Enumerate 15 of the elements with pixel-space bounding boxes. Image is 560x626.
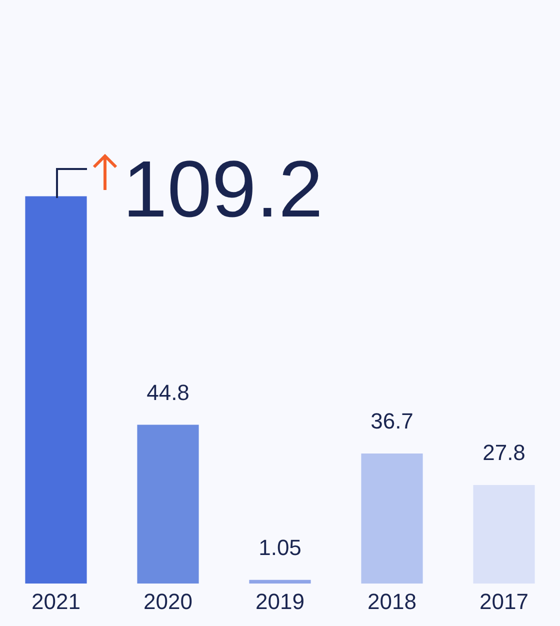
- x-tick-label: 2020: [144, 588, 192, 614]
- bar: [361, 453, 423, 584]
- x-tick-label: 2019: [256, 588, 304, 614]
- data-label: 36.7: [370, 408, 414, 434]
- data-label: 44.8: [146, 380, 190, 405]
- x-tick-label: 2021: [32, 588, 80, 614]
- data-label: 1.05: [258, 534, 302, 560]
- bar: [137, 424, 199, 584]
- data-label: 27.8: [482, 440, 526, 466]
- bar: [249, 580, 311, 584]
- data-label: 109.2: [122, 144, 324, 234]
- x-tick-label: 2018: [368, 588, 416, 614]
- bar: [473, 485, 535, 584]
- bar: [25, 196, 87, 584]
- x-tick-label: 2017: [480, 588, 528, 614]
